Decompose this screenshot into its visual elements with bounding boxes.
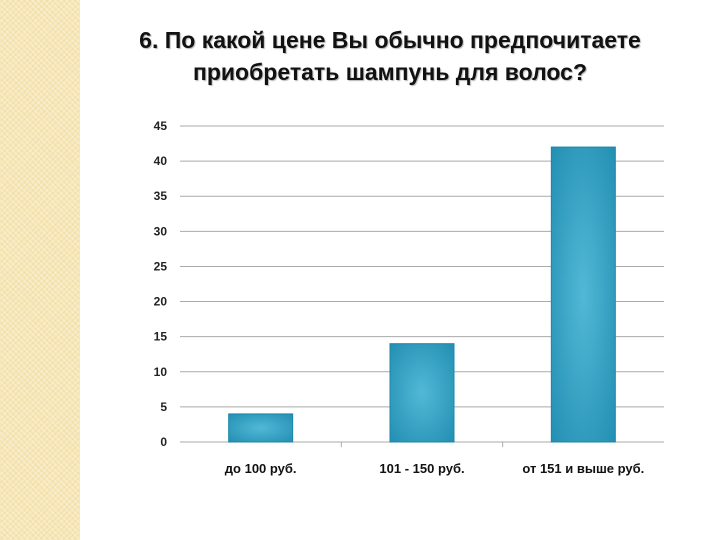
y-tick-label: 15 bbox=[154, 330, 168, 344]
slide-title-line-2: приобретать шампунь для волос? bbox=[192, 59, 588, 85]
y-tick-label: 40 bbox=[154, 154, 168, 168]
y-tick-label: 20 bbox=[154, 295, 168, 309]
slide-title: 6. По какой цене Вы обычно предпочитаете… bbox=[110, 24, 670, 88]
slide-title-line-1: 6. По какой цене Вы обычно предпочитаете bbox=[139, 27, 641, 53]
y-tick-label: 10 bbox=[154, 365, 168, 379]
x-category-label: от 151 и выше руб. bbox=[522, 461, 644, 476]
x-category-label: до 100 руб. bbox=[225, 461, 297, 476]
decorative-side-strip bbox=[0, 0, 80, 540]
y-tick-label: 30 bbox=[154, 224, 168, 238]
y-axis-tick-labels: 0 5 10 15 20 25 30 35 40 45 bbox=[154, 119, 168, 449]
y-tick-label: 5 bbox=[160, 400, 167, 414]
y-tick-label: 45 bbox=[154, 119, 168, 133]
bar-1 bbox=[228, 413, 294, 443]
y-tick-label: 0 bbox=[160, 435, 167, 449]
bar-2 bbox=[389, 343, 455, 443]
bar-3 bbox=[550, 146, 616, 443]
bars bbox=[228, 146, 616, 443]
x-axis-category-labels: до 100 руб. 101 - 150 руб. от 151 и выше р… bbox=[225, 461, 645, 476]
y-tick-label: 35 bbox=[154, 189, 168, 203]
x-category-label: 101 - 150 руб. bbox=[379, 461, 464, 476]
y-tick-label: 25 bbox=[154, 259, 168, 273]
